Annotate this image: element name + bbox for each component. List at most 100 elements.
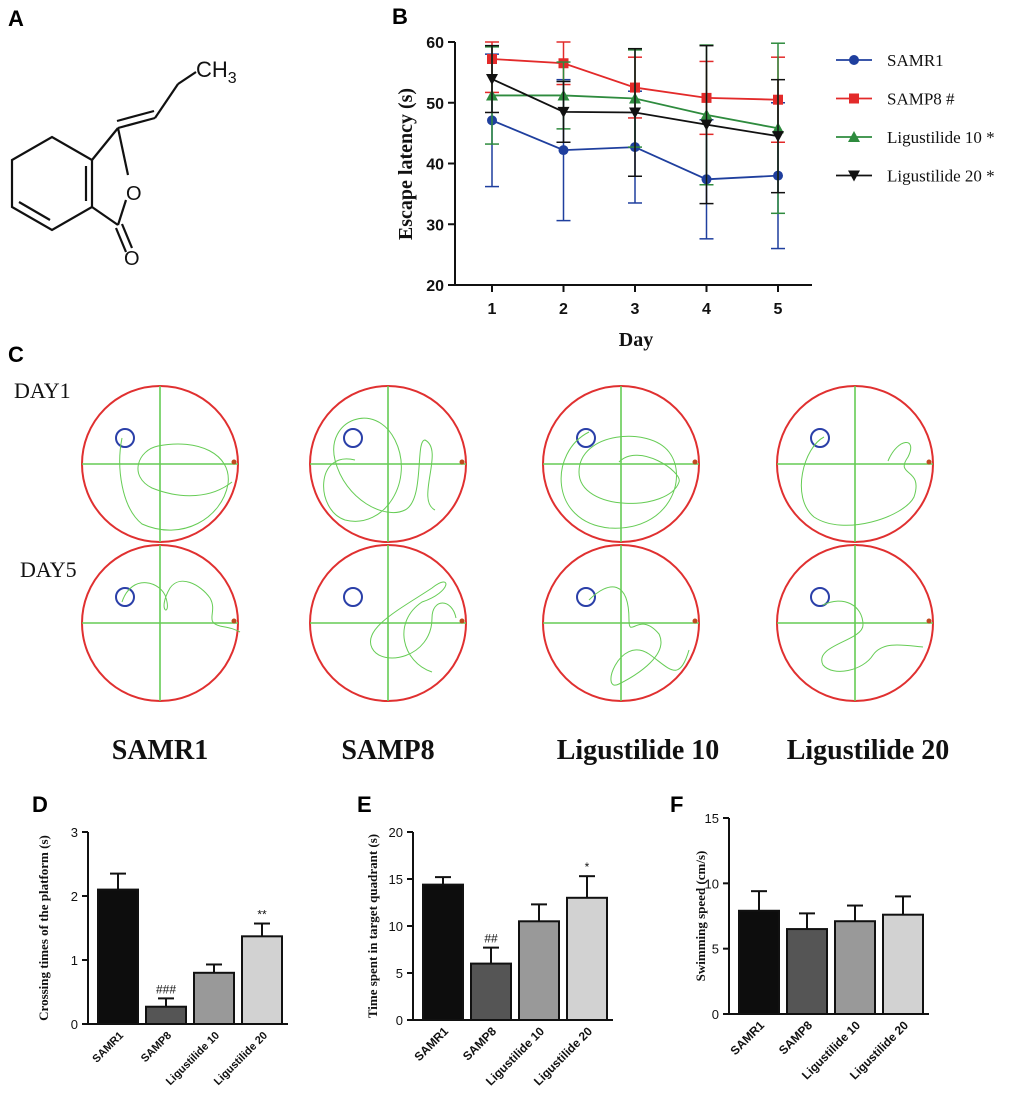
x-tick-label: SAMP8 [460, 1024, 499, 1063]
y-axis-title: Time spent in target quadrant (s) [365, 834, 380, 1018]
six-ring [10, 135, 94, 232]
panel-letter-e: E [357, 792, 372, 817]
target-quadrant-time-chart: 0 5 10 15 20 Time spent in target quadrant (s… [365, 825, 613, 1088]
legend-label: SAMP8 # [887, 90, 955, 109]
bond [91, 127, 119, 161]
arena-samp8-day1 [309, 385, 467, 543]
exocyclic-double-bond [117, 116, 156, 130]
data-point [557, 106, 570, 118]
chain-bond [154, 83, 179, 119]
legend-marker [849, 93, 859, 104]
legend-item-samr1: SAMR1 [836, 51, 944, 70]
legend-marker [848, 170, 860, 182]
start-point [459, 459, 465, 465]
significance-label: ### [156, 982, 176, 996]
data-point [700, 119, 713, 131]
data-point [558, 145, 569, 156]
y-axis-title: Swimming speed (cm/s) [693, 851, 708, 982]
swim-track [800, 436, 917, 526]
significance-label: ## [484, 932, 498, 946]
arena-samr1-day1 [81, 385, 239, 543]
platform-marker [115, 587, 135, 607]
swim-tracking-images [81, 385, 934, 702]
bar-samp8 [786, 928, 828, 1015]
y-tick-label: 30 [426, 217, 444, 234]
carbonyl-oxygen-label: O [124, 248, 140, 270]
swim-track [821, 600, 924, 672]
y-tick-label: 2 [71, 889, 78, 904]
platform-marker [343, 587, 363, 607]
legend-label: Ligustilide 10 * [887, 128, 995, 147]
y-tick-label: 60 [426, 35, 444, 52]
y-tick-label: 1 [71, 953, 78, 968]
start-point [926, 459, 932, 465]
bar-ligustilide-10 [834, 920, 876, 1016]
bar-samr1 [97, 888, 139, 1025]
panel-letter-c: C [8, 342, 24, 367]
platform-marker [115, 428, 135, 448]
arena-ligustilide-10-day1 [542, 385, 700, 543]
swim-track [119, 437, 233, 531]
y-tick-label: 10 [389, 919, 403, 934]
start-point [926, 618, 932, 624]
data-point [629, 107, 641, 119]
y-tick-label: 20 [426, 278, 444, 295]
panel-letter-f: F [670, 792, 683, 817]
legend-item-samp8: SAMP8 # [836, 90, 955, 109]
bond [116, 127, 130, 176]
x-tick-label: 4 [702, 301, 711, 318]
bar-ligustilide-20 [241, 935, 283, 1026]
chain-bond [177, 71, 197, 85]
bar-samr1 [738, 909, 780, 1015]
group-label-lig20: Ligustilide 20 [787, 735, 950, 766]
y-tick-label: 5 [712, 942, 719, 957]
y-tick-label: 0 [712, 1007, 719, 1022]
bar-ligustilide-10 [193, 971, 235, 1025]
x-tick-label: 3 [631, 301, 640, 318]
bar-ligustilide-20 [882, 913, 924, 1016]
bond [91, 206, 119, 226]
series-ligustilide-20 [485, 44, 785, 205]
data-point [772, 131, 784, 143]
y-tick-label: 0 [71, 1017, 78, 1032]
swim-track [369, 581, 457, 673]
y-tick-label: 10 [705, 876, 719, 891]
bar-ligustilide-10 [518, 920, 560, 1021]
swim-track [560, 431, 680, 529]
bar-samp8 [470, 962, 512, 1021]
bar-samp8 [145, 1005, 187, 1025]
start-point [231, 459, 237, 465]
arena-ligustilide-20-day1 [776, 385, 934, 543]
crossing-times-chart: 0 1 2 3 Crossing times of the platform (s) SA… [36, 825, 288, 1088]
arena-samr1-day5 [81, 544, 241, 702]
double-bond [18, 201, 51, 221]
escape-latency-chart: 20 30 40 50 60 1 2 3 4 5 Day Escape latency (s) SAMR… [395, 35, 995, 351]
x-tick-label: SAMR1 [412, 1024, 452, 1064]
panel-letter-d: D [32, 792, 48, 817]
legend-marker [849, 55, 859, 65]
platform-marker [576, 587, 596, 607]
arena-ligustilide-10-day5 [542, 544, 700, 702]
legend-item-ligustilide-10: Ligustilide 10 * [836, 128, 995, 147]
x-tick-label: 1 [488, 301, 497, 318]
swim-track [323, 417, 436, 522]
platform-marker [576, 428, 596, 448]
y-tick-label: 15 [705, 811, 719, 826]
carbonyl [120, 223, 134, 249]
platform-marker [343, 428, 363, 448]
platform-marker [810, 428, 830, 448]
y-axis-title: Crossing times of the platform (s) [36, 835, 51, 1021]
significance-label: ** [257, 908, 267, 922]
y-tick-label: 50 [426, 96, 444, 113]
arena-samp8-day5 [309, 544, 467, 702]
start-point [692, 459, 698, 465]
exocyclic-double-bond [116, 109, 155, 123]
legend-label: Ligustilide 20 * [887, 167, 995, 186]
arena-ligustilide-20-day5 [776, 544, 934, 702]
legend-marker [848, 131, 860, 142]
swim-track [588, 586, 690, 686]
y-tick-label: 20 [389, 825, 403, 840]
y-tick-label: 40 [426, 157, 444, 174]
panel-letter-a: A [8, 6, 24, 31]
